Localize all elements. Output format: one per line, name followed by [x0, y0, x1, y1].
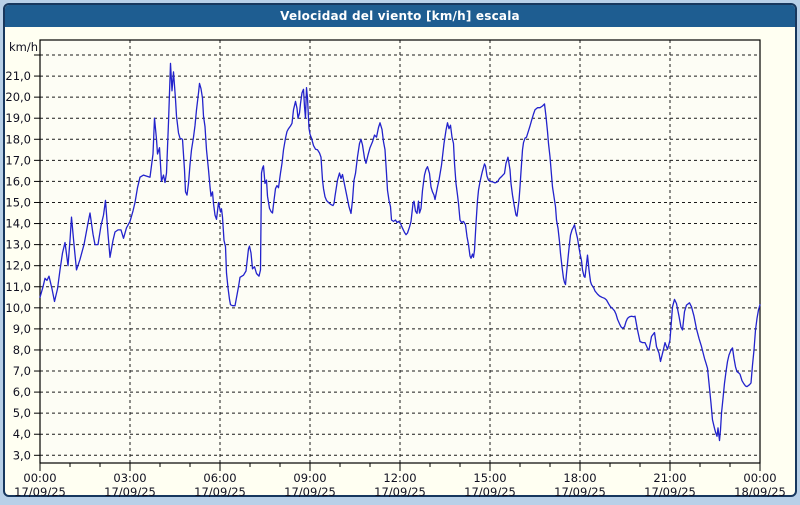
y-tick-label: 10,0 — [5, 301, 31, 315]
x-tick-date-label: 17/09/25 — [284, 485, 336, 499]
x-tick-date-label: 17/09/25 — [14, 485, 66, 499]
y-tick-label: 14,0 — [5, 217, 31, 231]
x-tick-time-label: 09:00 — [293, 471, 326, 485]
x-tick-time-label: 15:00 — [473, 471, 506, 485]
y-tick-label: 12,0 — [5, 259, 31, 273]
y-tick-label: 17,0 — [5, 153, 31, 167]
plot-frame — [39, 39, 761, 464]
x-tick-time-label: 00:00 — [23, 471, 56, 485]
x-tick-date-label: 17/09/25 — [374, 485, 426, 499]
y-axis-unit-label: km/h — [9, 40, 38, 54]
x-tick-date-label: 17/09/25 — [194, 485, 246, 499]
y-tick-label: 13,0 — [5, 238, 31, 252]
y-tick-label: 3,0 — [13, 448, 31, 462]
x-tick-date-label: 17/09/25 — [104, 485, 156, 499]
y-tick-label: 5,0 — [13, 406, 31, 420]
y-tick-label: 7,0 — [13, 364, 31, 378]
chart-title-bar: Velocidad del viento [km/h] escala — [5, 5, 795, 27]
x-tick-date-label: 17/09/25 — [554, 485, 606, 499]
y-tick-label: 11,0 — [5, 280, 31, 294]
x-tick-date-label: 18/09/25 — [734, 485, 786, 499]
x-tick-time-label: 18:00 — [563, 471, 596, 485]
y-tick-label: 16,0 — [5, 174, 31, 188]
chart-title: Velocidad del viento [km/h] escala — [280, 9, 520, 23]
wind-speed-line — [39, 62, 761, 442]
y-tick-label: 6,0 — [13, 385, 31, 399]
x-tick-time-label: 12:00 — [383, 471, 416, 485]
y-tick-label: 21,0 — [5, 69, 31, 83]
y-tick-label: 15,0 — [5, 195, 31, 209]
x-tick-date-label: 17/09/25 — [464, 485, 516, 499]
x-tick-date-label: 17/09/25 — [644, 485, 696, 499]
x-tick-time-label: 00:00 — [743, 471, 776, 485]
x-tick-time-label: 06:00 — [203, 471, 236, 485]
y-tick-label: 4,0 — [13, 427, 31, 441]
y-tick-label: 18,0 — [5, 132, 31, 146]
x-tick-time-label: 21:00 — [653, 471, 686, 485]
y-tick-label: 19,0 — [5, 111, 31, 125]
y-tick-label: 8,0 — [13, 343, 31, 357]
y-tick-label: 9,0 — [13, 322, 31, 336]
y-tick-label: 20,0 — [5, 90, 31, 104]
x-tick-time-label: 03:00 — [113, 471, 146, 485]
